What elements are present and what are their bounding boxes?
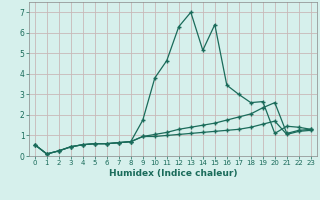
X-axis label: Humidex (Indice chaleur): Humidex (Indice chaleur) <box>108 169 237 178</box>
